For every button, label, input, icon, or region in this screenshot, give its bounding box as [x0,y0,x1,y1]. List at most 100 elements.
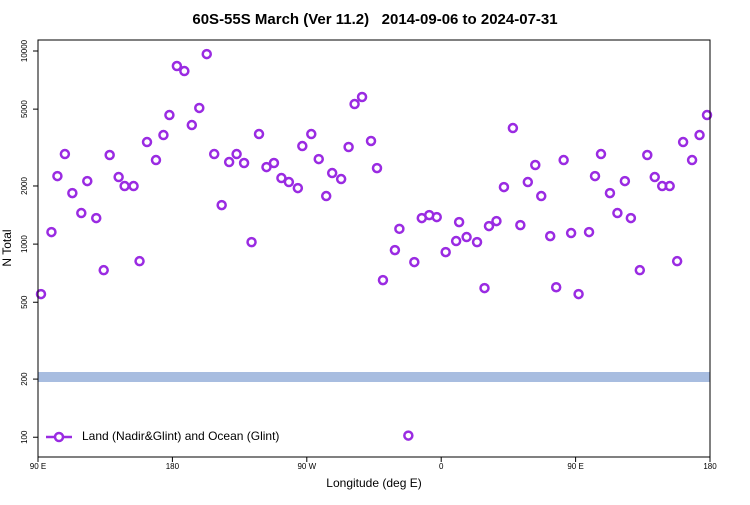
point [371,162,383,174]
point [677,136,689,148]
point [642,149,653,161]
point [238,157,250,169]
point [701,109,713,121]
point [67,187,78,199]
point [171,60,183,72]
point [431,211,442,223]
point [59,148,71,160]
legend-label: Land (Nadir&Glint) and Ocean (Glint) [82,429,279,443]
point [76,207,87,219]
point [343,141,354,153]
point [313,153,324,165]
point [649,171,660,183]
point [394,223,405,235]
point [544,230,556,242]
y-tick-label: 100 [20,430,29,444]
point [461,231,472,243]
y-tick-label: 200 [20,372,29,386]
point [619,175,631,187]
point [246,236,257,248]
point [664,180,675,192]
point [297,140,308,152]
point [409,256,420,268]
x-tick-label: 90 W [297,462,316,471]
point [201,48,212,60]
chart-title: 60S-55S March (Ver 11.2) 2014-09-06 to 2… [192,11,557,28]
point [450,235,462,247]
point [365,135,377,147]
point [113,171,124,183]
point [35,288,47,300]
point [306,128,317,140]
point [522,176,534,188]
point [515,219,526,231]
point [150,154,162,166]
y-axis-label: N Total [0,229,14,266]
point [471,236,483,248]
y-tick-label: 5000 [20,100,29,118]
point [134,255,145,267]
point [253,128,265,140]
point [231,148,242,160]
point [403,430,414,441]
point [335,173,347,185]
point [453,216,465,228]
point [440,246,451,258]
point [158,129,169,141]
point [671,255,683,267]
point [216,199,227,211]
point [268,157,280,169]
point [530,159,541,171]
point [389,244,401,256]
point [377,274,389,286]
point [349,98,360,110]
point [223,156,235,168]
point [128,180,139,192]
point [573,288,584,300]
point [52,170,63,182]
point [483,220,495,232]
point [46,226,57,238]
point [565,227,577,239]
point [283,176,295,188]
point [261,161,272,173]
point [625,212,637,224]
y-tick-label: 1000 [20,235,29,253]
point [604,187,616,199]
point [595,148,607,160]
point [550,281,562,293]
x-tick-label: 180 [703,462,717,471]
point [186,119,198,131]
point [634,264,646,276]
point [90,212,102,224]
point [164,109,175,121]
point [479,282,490,294]
y-tick-label: 10000 [20,39,29,62]
point [292,182,304,194]
point [194,102,205,114]
point [536,190,547,202]
point [686,154,698,166]
point [98,264,109,276]
point [612,207,623,219]
point [82,175,93,187]
point [507,122,519,134]
x-tick-label: 90 E [30,462,46,471]
x-axis-label: Longitude (deg E) [326,476,421,490]
point [356,91,368,103]
point [326,167,338,179]
point [276,172,287,184]
y-tick-label: 2000 [20,177,29,195]
x-tick-label: 90 E [567,462,583,471]
legend-marker [53,431,65,443]
point [498,181,510,193]
point [141,136,153,148]
point [558,154,569,166]
x-tick-label: 180 [166,462,180,471]
y-tick-label: 500 [20,295,29,309]
point [589,170,601,182]
point [104,149,115,161]
point [694,129,705,141]
point [491,215,502,227]
